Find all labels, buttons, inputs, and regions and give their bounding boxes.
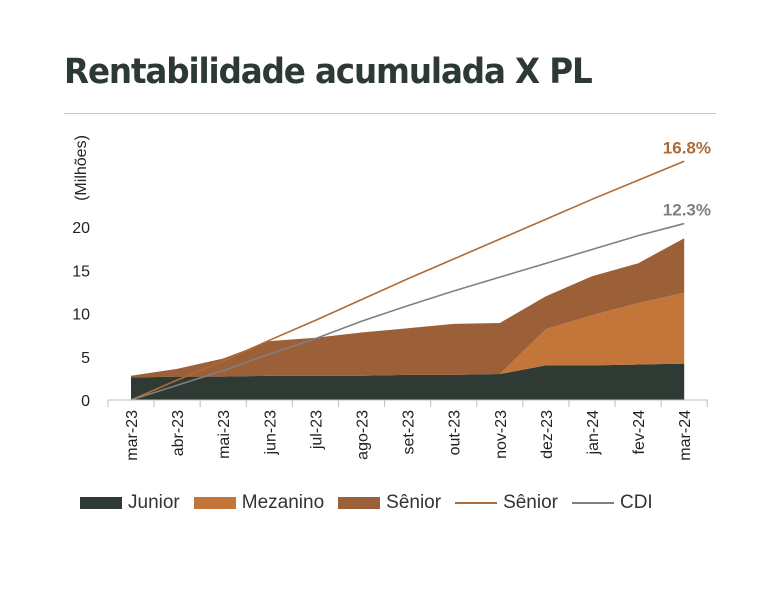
legend-item: CDI: [571, 492, 653, 514]
x-tick-label: ago-23: [355, 410, 372, 460]
end-label-2: 12.3%: [663, 201, 711, 220]
x-tick-label: jan-24: [585, 410, 602, 456]
x-tick-label: mar-23: [124, 410, 141, 461]
legend-item: Sênior: [338, 492, 441, 514]
legend-label: CDI: [619, 492, 653, 513]
y-tick-label: 10: [72, 307, 90, 324]
legend-item: Mezanino: [193, 492, 325, 514]
x-tick-label: jun-23: [262, 410, 279, 456]
legend-label: Mezanino: [241, 492, 325, 513]
area-1: [131, 363, 685, 400]
x-tick-label: out-23: [447, 410, 464, 455]
y-axis-label: (Milhões): [73, 135, 90, 201]
title-divider: [64, 113, 716, 114]
x-tick-label: mai-23: [216, 410, 233, 459]
chart-title: Rentabilidade acumulada X PL: [64, 52, 593, 92]
y-tick-label: 15: [72, 263, 90, 280]
legend-label: Sênior: [503, 492, 558, 513]
x-tick-label: abr-23: [170, 410, 187, 456]
x-tick-label: fev-24: [631, 410, 648, 455]
x-tick-label: nov-23: [493, 410, 510, 459]
legend: Junior Mezanino Sênior Sênior CDI: [80, 492, 667, 514]
legend-swatch: [338, 497, 381, 509]
end-label-1: 16.8%: [663, 138, 711, 157]
legend-swatch: [455, 502, 498, 504]
area-3: [131, 238, 685, 378]
legend-label: Sênior: [386, 492, 442, 513]
legend-swatch: [80, 497, 122, 509]
legend-label: Junior: [128, 492, 180, 513]
legend-swatch: [193, 497, 236, 509]
line-1: [130, 160, 685, 401]
x-tick-label: set-23: [401, 410, 418, 455]
legend-item: Junior: [80, 492, 180, 514]
area-2: [131, 292, 685, 378]
y-tick-label: 5: [81, 350, 90, 367]
legend-item: Sênior: [455, 492, 558, 514]
line-2: [130, 222, 685, 401]
x-tick-label: jul-23: [308, 410, 325, 450]
x-tick-label: dez-23: [539, 410, 556, 459]
legend-swatch: [571, 502, 614, 504]
x-tick-label: mar-24: [677, 410, 694, 461]
y-tick-label: 20: [72, 220, 90, 237]
y-tick-label: 0: [81, 393, 90, 410]
